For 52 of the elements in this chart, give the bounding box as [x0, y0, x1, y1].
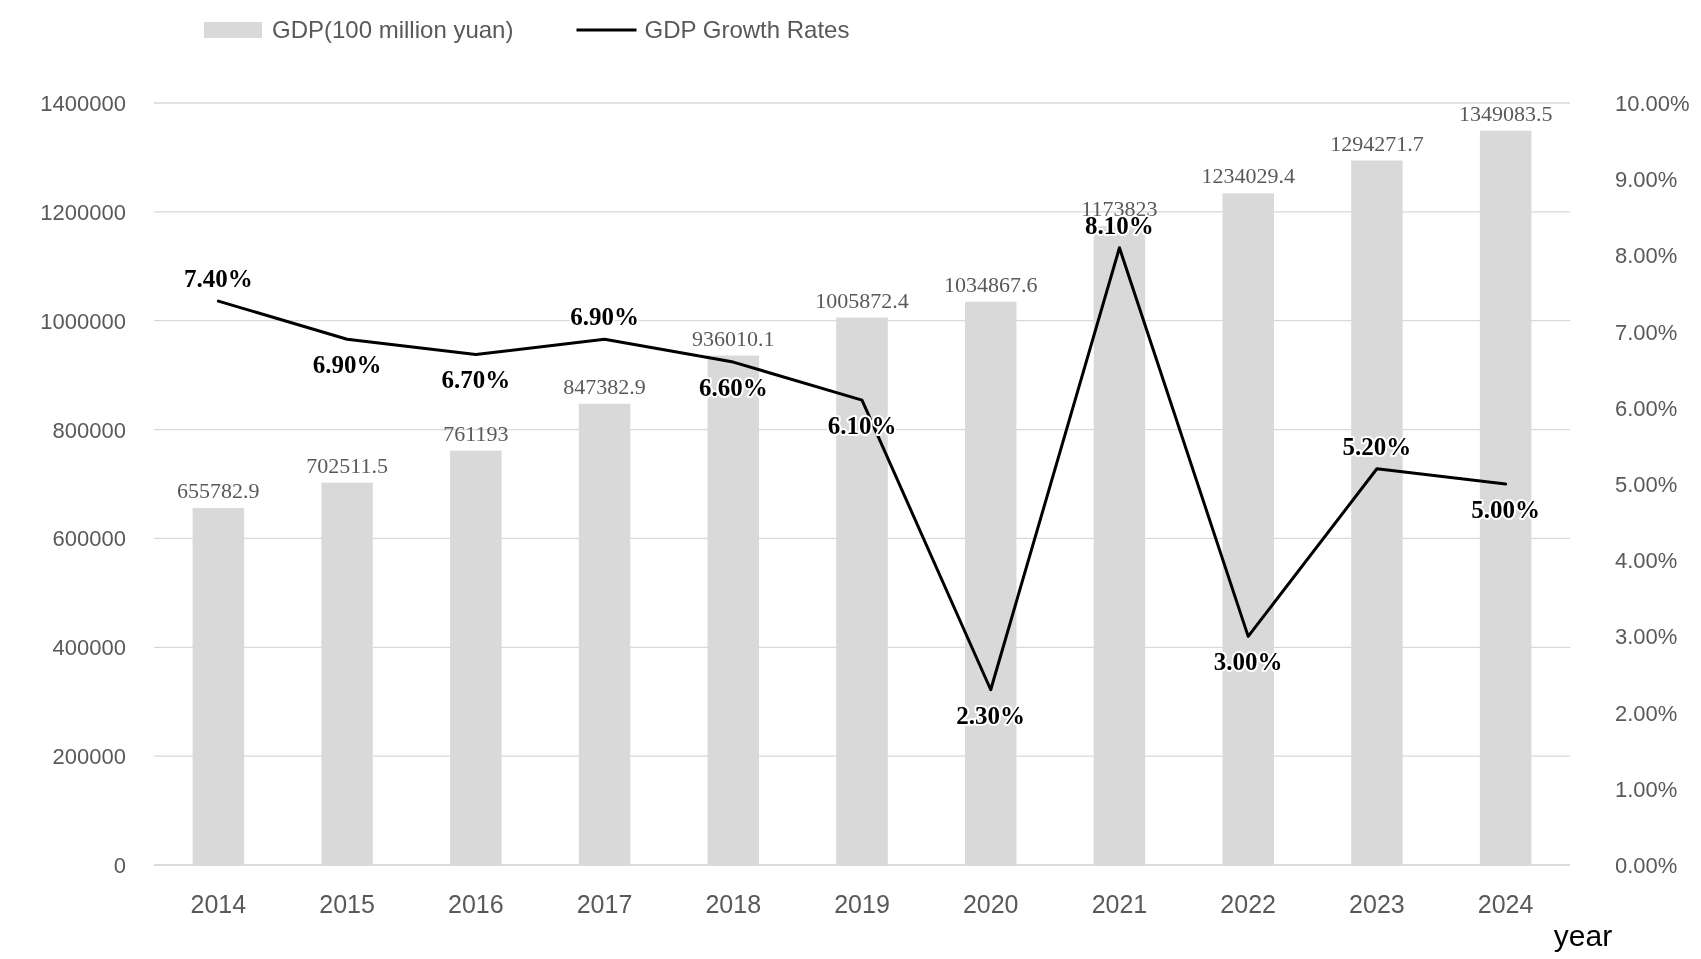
data-label: 761193 [443, 420, 509, 446]
data-label: 936010.1 [692, 325, 775, 351]
y2-tick-label: 4.00% [1615, 548, 1678, 574]
x-tick-label: 2020 [962, 890, 1019, 918]
data-label: 5.00% [1471, 496, 1541, 523]
y2-tick-label: 9.00% [1615, 167, 1678, 193]
y2-tick-label: 5.00% [1615, 472, 1678, 497]
x-tick-label: 2024 [1477, 890, 1534, 918]
x-tick-label: 2022 [1220, 890, 1276, 918]
legend-label: GDP Growth Rates [644, 16, 850, 43]
data-label: 1005872.4 [815, 287, 909, 313]
data-label: 847382.9 [563, 373, 646, 399]
y2-tick-label: 6.00% [1615, 395, 1678, 421]
y-tick-label: 400000 [52, 635, 126, 661]
x-tick-label: 2021 [1091, 890, 1148, 918]
y-tick-label: 800000 [52, 417, 126, 443]
data-label: 7.40% [183, 265, 253, 293]
y2-tick-label: 7.00% [1615, 319, 1678, 345]
data-label: 1349083.5 [1458, 100, 1553, 126]
x-tick-label: 2014 [190, 890, 247, 918]
x-tick-label: 2016 [448, 890, 504, 918]
legend-label: GDP(100 million yuan) [272, 16, 514, 43]
x-tick-label: 2017 [576, 890, 633, 918]
y-tick-label: 1200000 [40, 199, 126, 225]
y2-tick-label: 0.00% [1615, 853, 1678, 878]
y2-tick-label: 3.00% [1615, 624, 1678, 650]
data-label: 6.90% [570, 303, 639, 331]
data-label: 6.90% [312, 351, 382, 379]
x-tick-label: 2018 [705, 890, 762, 918]
data-label: 1034867.6 [943, 271, 1038, 297]
y2-tick-label: 1.00% [1615, 776, 1678, 802]
y-tick-label: 1000000 [40, 308, 126, 334]
data-label: 5.20% [1342, 432, 1412, 460]
y2-tick-label: 2.00% [1615, 700, 1678, 726]
y-tick-label: 0 [113, 853, 126, 878]
data-label: 6.60% [698, 374, 768, 402]
data-label: 2.30% [956, 701, 1026, 729]
y-tick-label: 600000 [52, 526, 126, 552]
x-tick-label: 2019 [834, 890, 890, 918]
y-tick-label: 1400000 [40, 91, 126, 116]
data-label: 1234029.4 [1201, 163, 1295, 189]
y2-tick-label: 8.00% [1615, 243, 1678, 269]
x-axis-title: year [1553, 919, 1613, 952]
y2-tick-label: 10.00% [1615, 91, 1690, 116]
data-label: 1294271.7 [1330, 130, 1424, 156]
x-tick-label: 2023 [1349, 890, 1405, 918]
y-tick-label: 200000 [52, 744, 126, 770]
data-label: 3.00% [1213, 648, 1283, 676]
x-tick-label: 2015 [319, 890, 375, 918]
data-label: 702511.5 [306, 452, 388, 478]
data-label: 6.70% [441, 366, 511, 394]
data-label: 655782.9 [177, 478, 260, 504]
